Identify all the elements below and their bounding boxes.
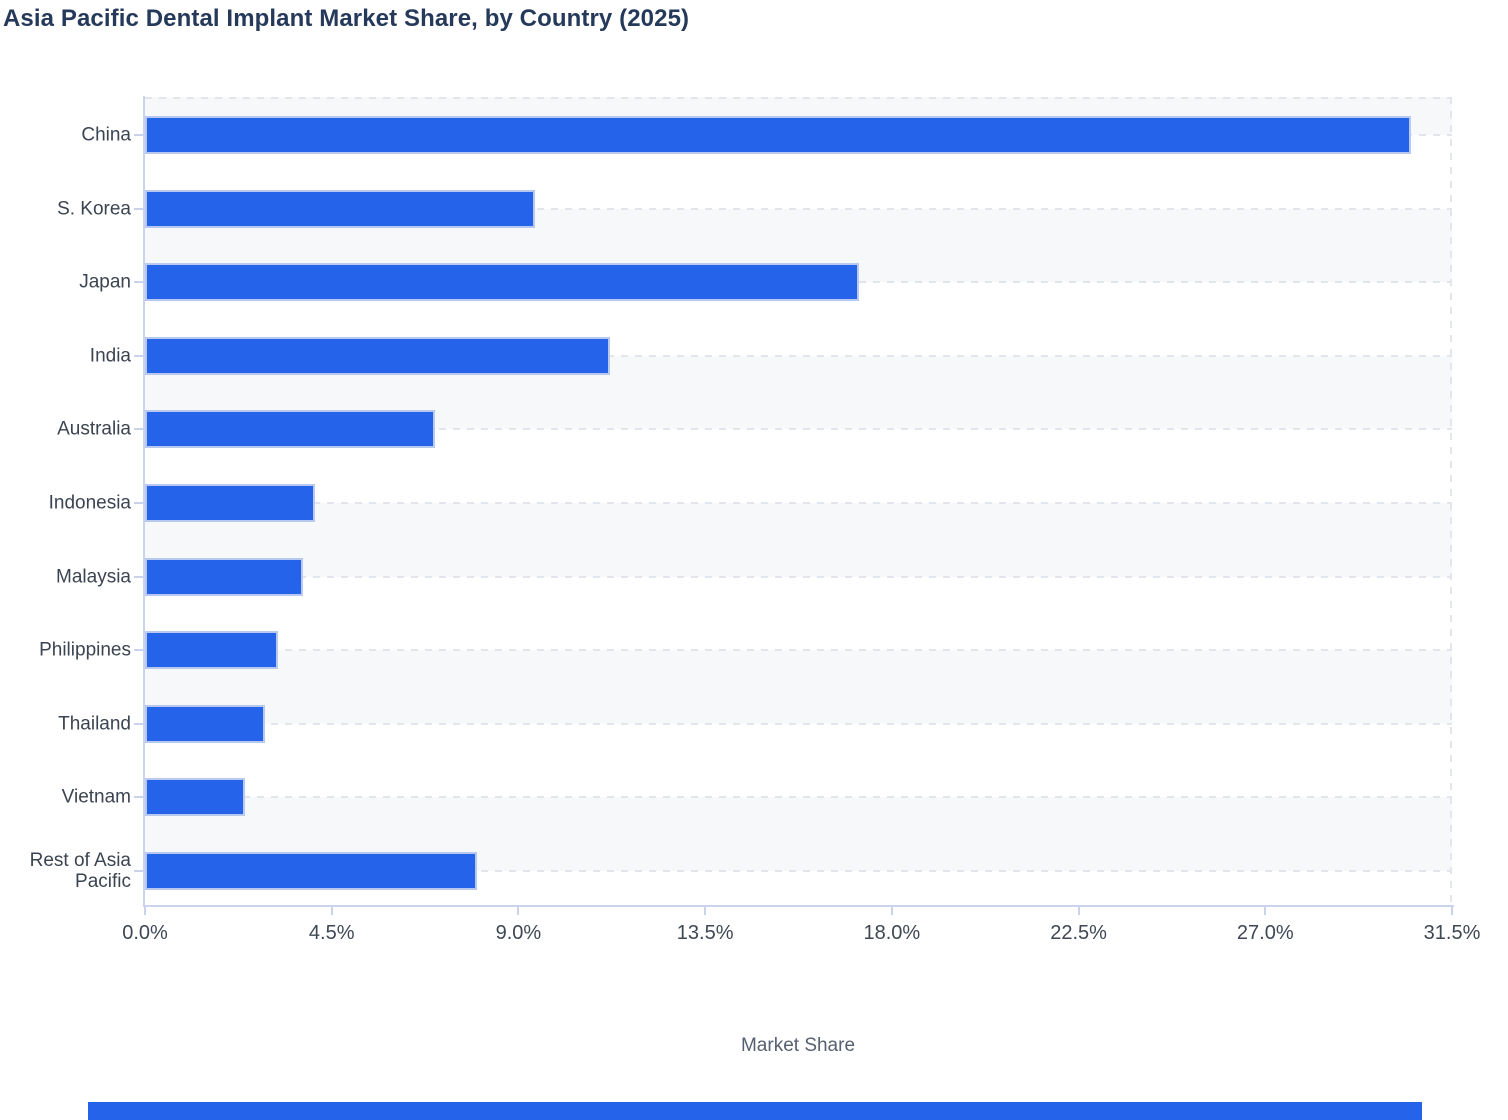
chart-title: Asia Pacific Dental Implant Market Share… bbox=[3, 5, 690, 32]
category-label-s-korea: S. Korea bbox=[57, 198, 131, 220]
x-tick-label: 4.5% bbox=[308, 922, 355, 944]
x-axis-title: Market Share bbox=[740, 1035, 856, 1056]
x-tick-label: 0.0% bbox=[122, 922, 168, 944]
y-tick bbox=[134, 575, 143, 578]
y-tick bbox=[134, 134, 143, 136]
plot-top-border bbox=[145, 97, 1452, 99]
gridline bbox=[145, 722, 1452, 725]
gridline bbox=[145, 428, 1452, 431]
x-tick-label: 27.0% bbox=[1236, 922, 1294, 944]
bar-philippines[interactable] bbox=[145, 631, 278, 670]
bar-australia[interactable] bbox=[145, 410, 436, 449]
x-tick bbox=[144, 907, 146, 915]
category-label-vietnam: Vietnam bbox=[61, 786, 131, 808]
x-tick bbox=[890, 907, 893, 915]
x-tick bbox=[1077, 907, 1080, 915]
category-label-china: China bbox=[81, 124, 131, 146]
bar-china[interactable] bbox=[145, 116, 1411, 154]
category-label-japan: Japan bbox=[79, 271, 131, 293]
y-tick bbox=[134, 281, 143, 284]
x-tick bbox=[704, 907, 707, 915]
x-tick bbox=[1264, 907, 1267, 915]
y-axis-line bbox=[143, 96, 145, 907]
bar-rest-of-asia-pacific[interactable] bbox=[145, 852, 477, 890]
bar-thailand[interactable] bbox=[145, 704, 266, 743]
gridline bbox=[145, 354, 1452, 357]
x-tick bbox=[1451, 907, 1453, 915]
gridline bbox=[145, 207, 1452, 210]
gridline bbox=[145, 575, 1452, 578]
plot-area bbox=[145, 97, 1452, 905]
bar-s-korea[interactable] bbox=[145, 189, 536, 228]
plot-stripe bbox=[145, 503, 1452, 577]
y-tick bbox=[134, 428, 143, 431]
bar-malaysia[interactable] bbox=[145, 557, 303, 596]
gridline bbox=[145, 796, 1452, 799]
x-axis-line bbox=[143, 905, 1454, 907]
category-label-australia: Australia bbox=[57, 418, 131, 440]
category-label-india: India bbox=[89, 345, 131, 367]
category-label-philippines: Philippines bbox=[39, 639, 131, 661]
gridline bbox=[145, 649, 1452, 652]
x-tick bbox=[330, 907, 333, 915]
bar-indonesia[interactable] bbox=[145, 484, 316, 522]
x-tick bbox=[517, 907, 520, 915]
x-tick-label: 22.5% bbox=[1050, 922, 1107, 944]
gridline bbox=[145, 502, 1452, 504]
x-tick-label: 13.5% bbox=[676, 922, 734, 944]
gridline bbox=[145, 870, 1452, 872]
category-label-indonesia: Indonesia bbox=[48, 492, 131, 514]
x-tick-label: 18.0% bbox=[863, 922, 921, 944]
bottom-scrollbar[interactable] bbox=[88, 1102, 1422, 1120]
x-tick-label: 9.0% bbox=[495, 922, 542, 944]
plot-right-border bbox=[1450, 97, 1452, 905]
category-label-malaysia: Malaysia bbox=[56, 566, 131, 588]
y-tick bbox=[134, 796, 143, 799]
y-tick bbox=[134, 354, 143, 357]
y-tick bbox=[134, 722, 143, 725]
y-tick bbox=[134, 649, 143, 652]
bar-japan[interactable] bbox=[145, 263, 859, 302]
bar-vietnam[interactable] bbox=[145, 778, 245, 817]
category-label-thailand: Thailand bbox=[58, 713, 131, 735]
plot-stripe bbox=[145, 650, 1452, 724]
y-tick bbox=[134, 870, 143, 872]
x-tick-label: 31.5% bbox=[1423, 922, 1481, 944]
y-tick bbox=[134, 502, 143, 504]
bar-india[interactable] bbox=[145, 336, 610, 375]
y-tick bbox=[134, 207, 143, 210]
category-label-rest-of-asia-pacific: Rest of Asia Pacific bbox=[29, 850, 131, 892]
